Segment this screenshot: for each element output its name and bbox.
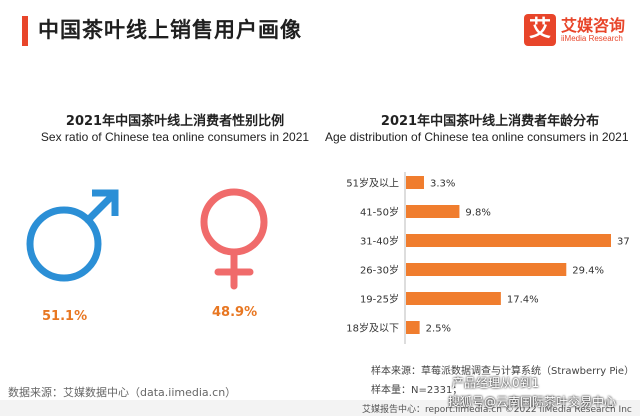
title-accent-bar xyxy=(22,16,28,46)
age-panel-subtitle: Age distribution of Chinese tea online c… xyxy=(325,130,629,144)
category-label: 41-50岁 xyxy=(360,206,399,219)
logo-mark: 艾 xyxy=(524,14,556,46)
sample-size-text: 样本量：N=2331； xyxy=(371,385,463,396)
value-label: 3.3% xyxy=(430,179,455,190)
logo-name-cn: 艾媒咨询 xyxy=(561,16,626,35)
female-symbol-icon xyxy=(200,188,268,290)
male-symbol-icon xyxy=(26,189,119,282)
gender-panel-subtitle: Sex ratio of Chinese tea online consumer… xyxy=(40,130,310,144)
sample-source-text: 样本来源：草莓派数据调查与计算系统（Strawberry Pie） xyxy=(371,366,635,377)
logo-name-en: iiMedia Research xyxy=(561,34,623,43)
value-label: 9.8% xyxy=(465,208,490,219)
age-panel-title: 2021年中国茶叶线上消费者年龄分布 xyxy=(380,114,600,129)
page-title: 中国茶叶线上销售用户画像 xyxy=(38,18,302,42)
bar xyxy=(406,263,567,276)
category-label: 31-40岁 xyxy=(360,235,399,248)
category-label: 19-25岁 xyxy=(360,293,399,306)
age-bar-chart: 51岁及以上 3.3% 41-50岁 9.8% 31-40岁 37.6% 26-30岁 29.… xyxy=(346,172,630,344)
bar xyxy=(406,176,424,189)
bar xyxy=(406,292,501,305)
bar xyxy=(406,205,460,218)
footer-report-text: 艾媒报告中心：report.iimedia.cn ©2022 iiMedia R… xyxy=(362,405,632,415)
category-label: 18岁及以下 xyxy=(346,322,399,335)
category-label: 26-30岁 xyxy=(360,264,399,277)
value-label: 17.4% xyxy=(507,295,539,306)
bar xyxy=(406,234,611,247)
value-label: 37.6% xyxy=(617,237,630,248)
iimedia-logo: 艾 艾媒咨询 iiMedia Research xyxy=(524,12,630,52)
watermark-line-2: 搜狐号@云南国际茶叶交易中心 xyxy=(448,395,617,409)
gender-panel-title: 2021年中国茶叶线上消费者性别比例 xyxy=(65,114,285,129)
watermark-line-1: 产品经理从0到1 xyxy=(452,376,540,390)
footer-strip xyxy=(0,400,640,416)
male-percentage: 51.1% xyxy=(42,309,88,324)
value-label: 29.4% xyxy=(572,266,604,277)
value-label: 2.5% xyxy=(426,324,451,335)
bar xyxy=(406,321,420,334)
category-label: 51岁及以上 xyxy=(346,177,399,190)
data-source-text: 数据来源：艾媒数据中心（data.iimedia.cn） xyxy=(8,386,237,399)
female-percentage: 48.9% xyxy=(212,305,258,320)
